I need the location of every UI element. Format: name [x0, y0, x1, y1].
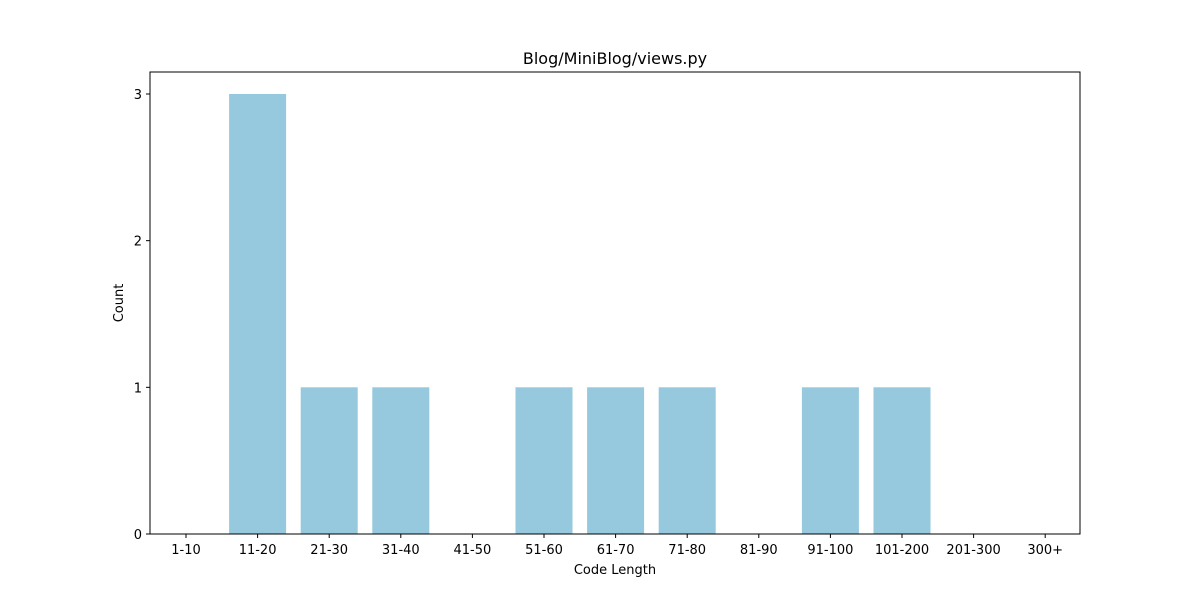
x-tick-label: 71-80 — [668, 543, 706, 558]
bar-71-80 — [658, 387, 716, 534]
x-tick-label: 300+ — [1027, 543, 1063, 558]
bar-61-70 — [587, 387, 645, 534]
x-tick-label: 81-90 — [740, 543, 778, 558]
bar-51-60 — [515, 387, 573, 534]
x-tick-label: 21-30 — [310, 543, 348, 558]
y-tick-label: 3 — [134, 88, 142, 103]
bar-21-30 — [300, 387, 358, 534]
x-tick-label: 61-70 — [597, 543, 635, 558]
x-tick-label: 201-300 — [946, 543, 1000, 558]
x-tick-label: 91-100 — [807, 543, 853, 558]
bars-group — [229, 94, 931, 534]
chart-title: Blog/MiniBlog/views.py — [523, 49, 707, 68]
x-axis-label: Code Length — [574, 563, 656, 578]
x-tick-label: 11-20 — [239, 543, 277, 558]
y-tick-label: 1 — [134, 381, 142, 396]
bar-11-20 — [229, 94, 287, 534]
x-tick-label: 101-200 — [875, 543, 929, 558]
y-tick-label: 2 — [134, 235, 142, 250]
y-tick-label: 0 — [134, 528, 142, 543]
x-tick-label: 1-10 — [171, 543, 201, 558]
x-tick-label: 41-50 — [454, 543, 492, 558]
x-tick-label: 51-60 — [525, 543, 563, 558]
y-axis-label: Count — [112, 284, 127, 323]
x-tick-label: 31-40 — [382, 543, 420, 558]
bar-101-200 — [873, 387, 931, 534]
plot-frame — [149, 71, 1081, 535]
ticks-group: 1-10 11-20 21-30 31-40 41-50 51-60 61-70 71-80 8… — [134, 88, 1063, 558]
bar-31-40 — [372, 387, 430, 534]
bar-91-100 — [801, 387, 859, 534]
